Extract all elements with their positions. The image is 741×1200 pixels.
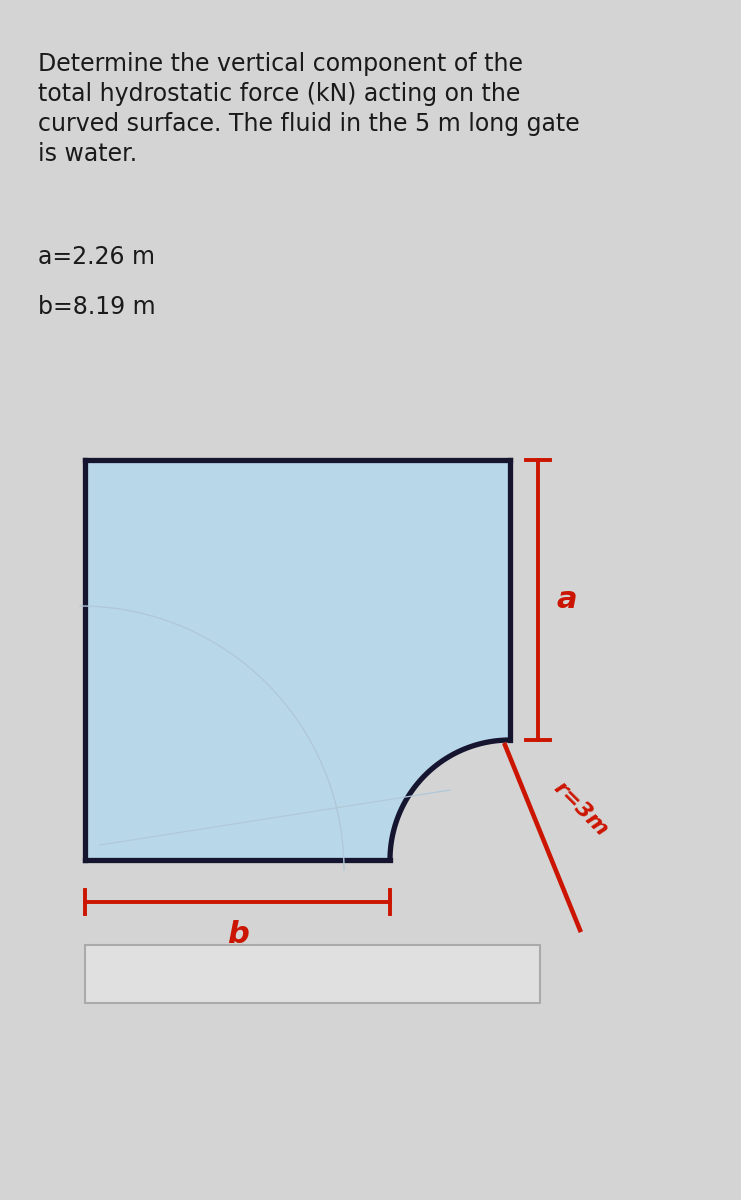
Text: is water.: is water. [38,142,137,166]
Text: a: a [556,586,576,614]
Text: b: b [227,920,248,949]
Text: a=2.26 m: a=2.26 m [38,245,155,269]
Polygon shape [85,460,510,860]
FancyBboxPatch shape [85,946,540,1003]
Text: r=3m: r=3m [550,778,612,840]
Text: total hydrostatic force (kN) acting on the: total hydrostatic force (kN) acting on t… [38,82,520,106]
Text: curved surface. The fluid in the 5 m long gate: curved surface. The fluid in the 5 m lon… [38,112,579,136]
Text: Determine the vertical component of the: Determine the vertical component of the [38,52,523,76]
Text: b=8.19 m: b=8.19 m [38,295,156,319]
